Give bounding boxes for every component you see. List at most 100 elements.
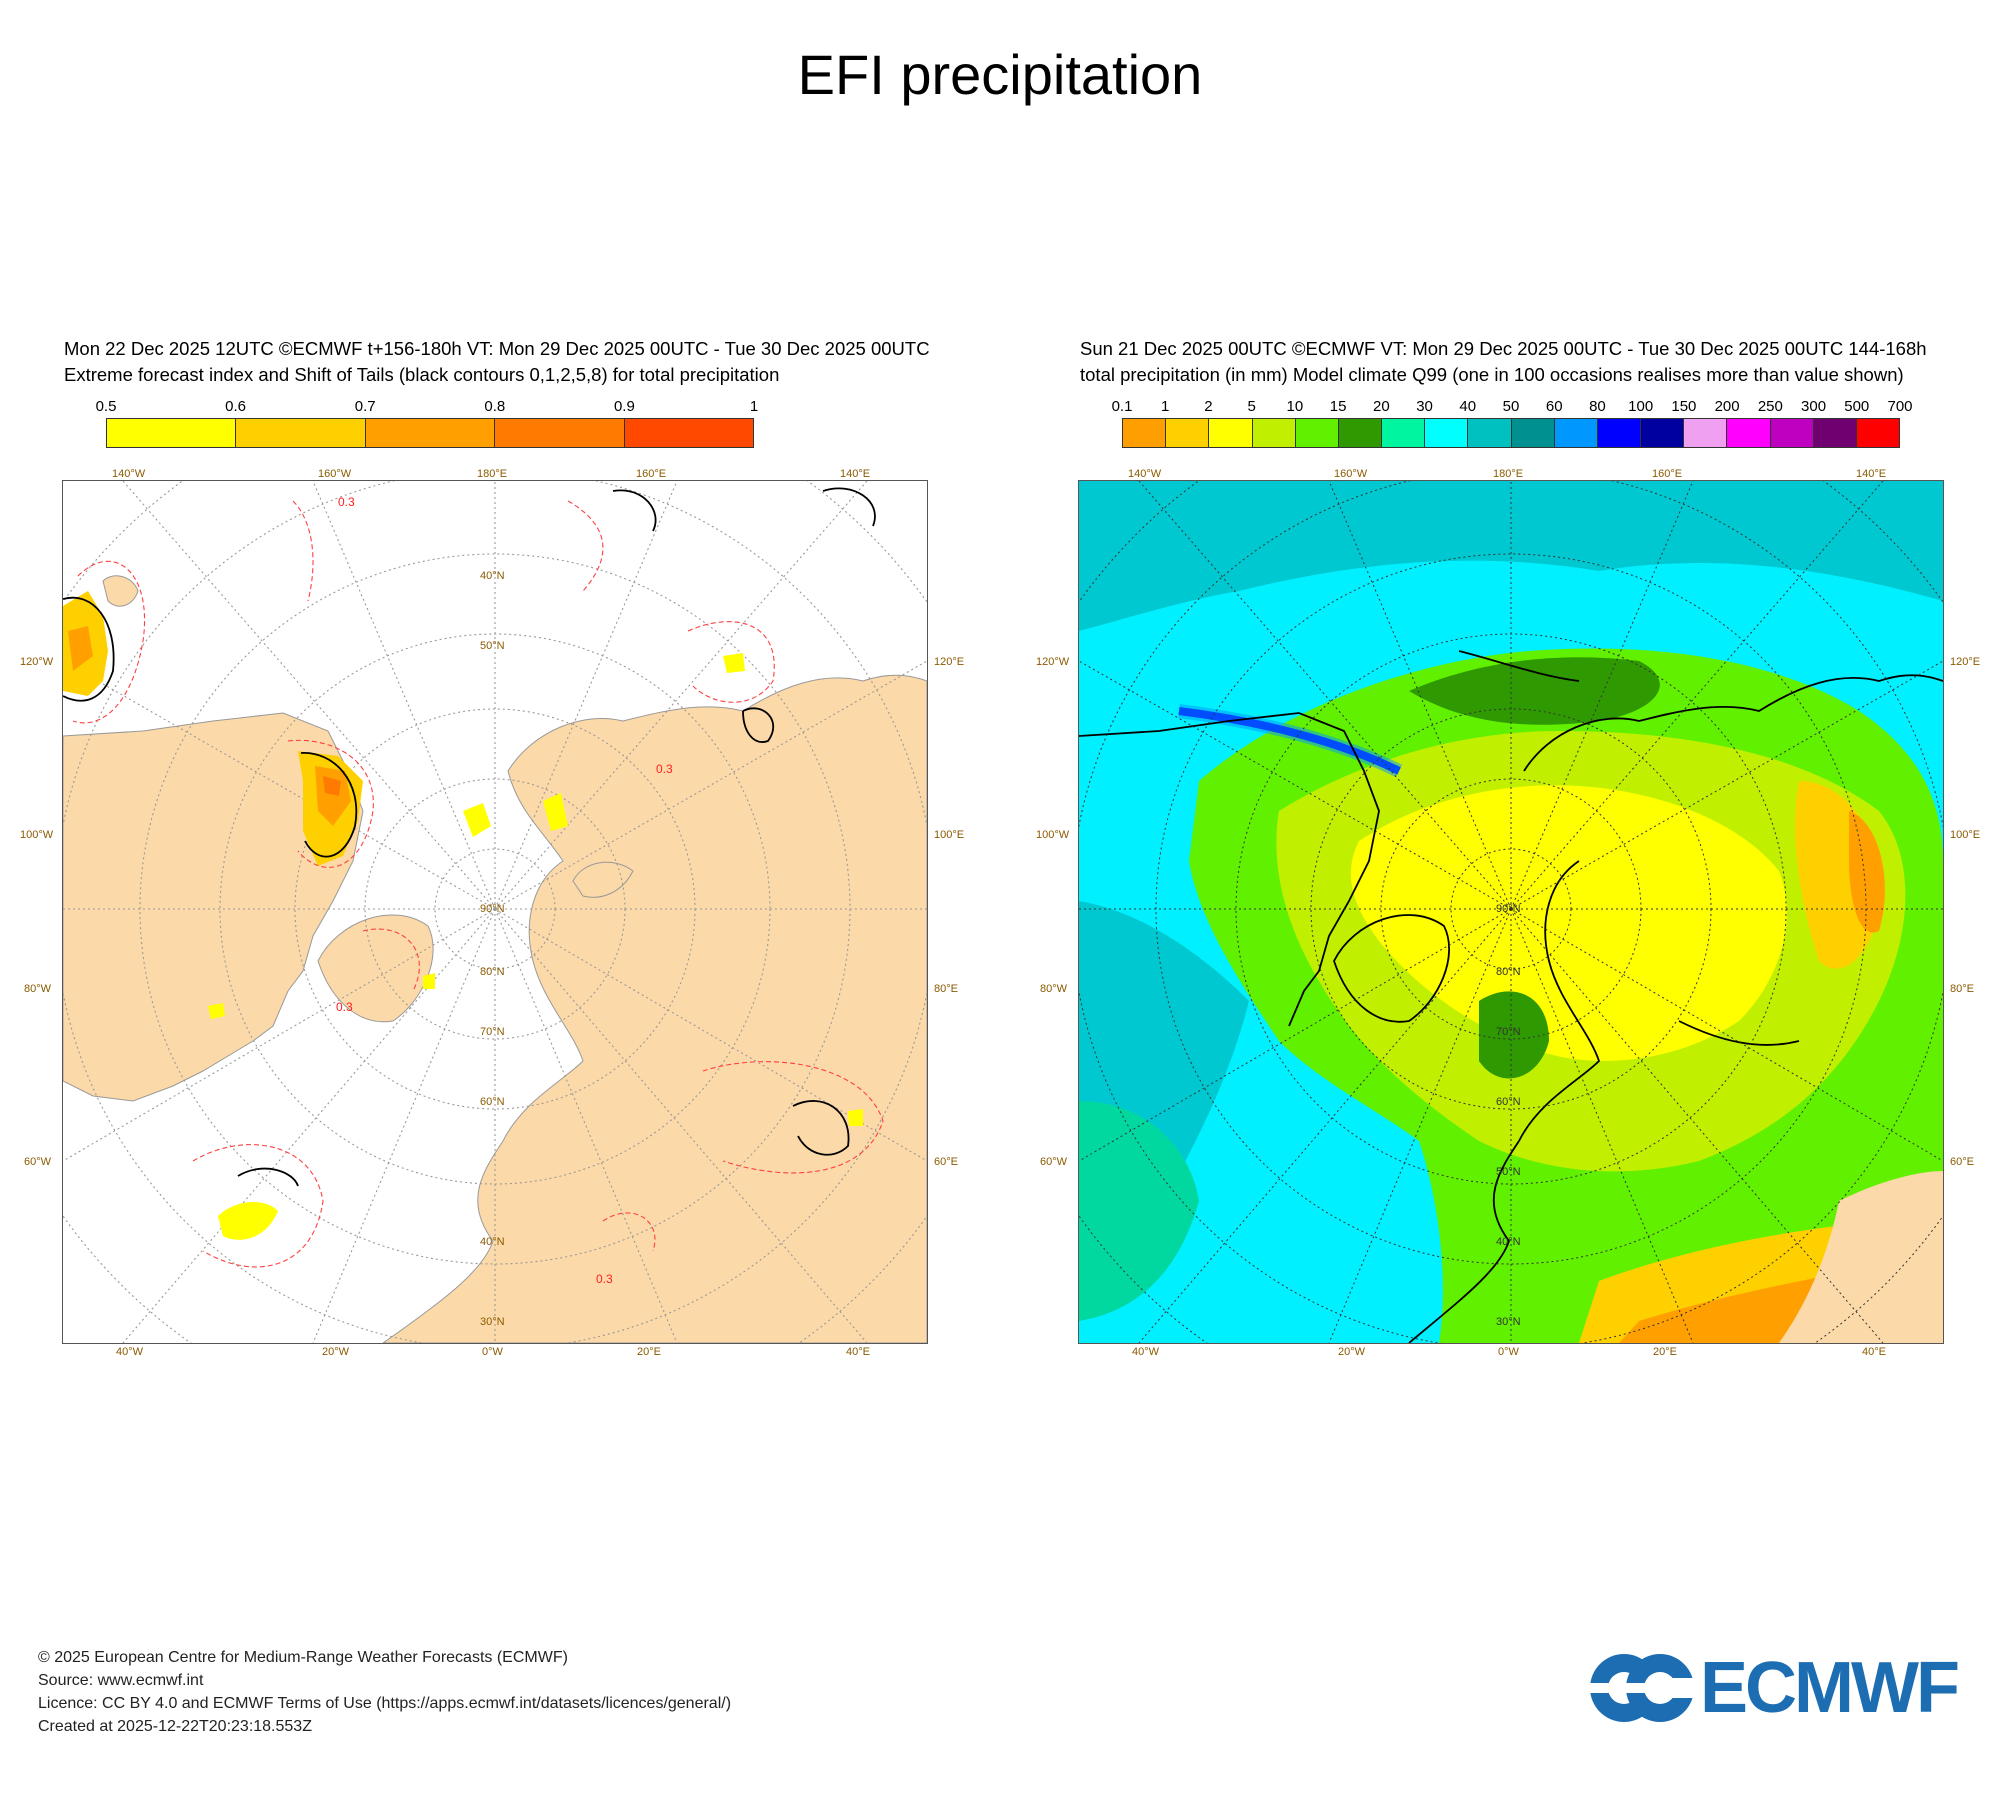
colorbar-tick-label: 1: [1161, 398, 1170, 415]
colorbar-swatch: [1425, 419, 1469, 447]
colorbar-swatch: [1641, 419, 1685, 447]
right-lon-bottom-20e: 20°E: [1653, 1346, 1677, 1358]
colorbar-swatch: [1770, 419, 1814, 447]
left-contour-label: 0.3: [596, 1272, 613, 1286]
right-lat-60n: 60°N: [1496, 1096, 1521, 1108]
left-lat-30n: 30°N: [480, 1316, 505, 1328]
right-lon-left-120w: 120°W: [1036, 656, 1070, 668]
left-lon-top-160e: 160°E: [636, 468, 667, 480]
colorbar-tick-label: 0.1: [1111, 398, 1133, 415]
left-lon-left-60w: 60°W: [24, 1156, 52, 1168]
left-lon-bottom-40e: 40°E: [846, 1346, 870, 1358]
colorbar-swatch: [365, 419, 496, 447]
colorbar-tick-label: 60: [1545, 398, 1563, 415]
right-lat-50n: 50°N: [1496, 1166, 1521, 1178]
colorbar-swatch: [1123, 419, 1167, 447]
colorbar-tick-label: 2: [1204, 398, 1213, 415]
colorbar-swatch: [1856, 419, 1900, 447]
right-precip-shading: [1079, 481, 1943, 1343]
right-lon-bottom-40w: 40°W: [1132, 1346, 1160, 1358]
left-map-svg: [63, 481, 927, 1343]
colorbar-tick-label: 80: [1589, 398, 1606, 415]
colorbar-tick-label: 100: [1628, 398, 1654, 415]
colorbar-tick-label: 40: [1459, 398, 1477, 415]
right-map-svg: [1079, 481, 1943, 1343]
footer-credits: © 2025 European Centre for Medium-Range …: [38, 1646, 731, 1738]
right-lon-top-160e: 160°E: [1652, 468, 1683, 480]
colorbar-swatch: [1209, 419, 1253, 447]
left-lat-50n-top: 50°N: [480, 640, 505, 652]
colorbar-tick-label: 10: [1286, 398, 1304, 415]
colorbar-swatch: [1295, 419, 1339, 447]
right-lon-top-180: 180°E: [1493, 468, 1524, 480]
right-lon-bottom-20w: 20°W: [1338, 1346, 1366, 1358]
left-lon-top-140e: 140°E: [840, 468, 871, 480]
colorbar-tick-label: 0.6: [225, 398, 247, 415]
colorbar-tick-label: 50: [1502, 398, 1520, 415]
left-lat-60n: 60°N: [480, 1096, 505, 1108]
left-lon-left-100w: 100°W: [20, 829, 54, 841]
left-lon-right-80e: 80°E: [934, 983, 958, 995]
colorbar-swatch: [1684, 419, 1728, 447]
left-lon-bottom-20w: 20°W: [322, 1346, 350, 1358]
left-colorbar: [106, 418, 754, 448]
left-lat-40n: 40°N: [480, 1236, 505, 1248]
footer-source: Source: www.ecmwf.int: [38, 1672, 204, 1689]
ecmwf-logo: ECMWF: [1588, 1648, 1964, 1728]
left-panel-header: Mon 22 Dec 2025 12UTC ©ECMWF t+156-180h …: [64, 336, 930, 388]
colorbar-swatch: [1252, 419, 1296, 447]
right-coastlines: [1079, 650, 1943, 1343]
colorbar-swatch: [1382, 419, 1426, 447]
left-contour-label: 0.3: [338, 495, 355, 509]
colorbar-tick-label: 150: [1671, 398, 1697, 415]
colorbar-tick-label: 0.5: [95, 398, 117, 415]
right-header-line1: Sun 21 Dec 2025 00UTC ©ECMWF VT: Mon 29 …: [1080, 338, 1927, 359]
right-lat-40n: 40°N: [1496, 1236, 1521, 1248]
right-lon-left-80w: 80°W: [1040, 983, 1068, 995]
left-lon-right-60e: 60°E: [934, 1156, 958, 1168]
colorbar-tick-label: 250: [1757, 398, 1783, 415]
left-lat-40n-top: 40°N: [480, 570, 505, 582]
colorbar-swatch: [624, 419, 754, 447]
left-land: [63, 575, 927, 1343]
ecmwf-logo-text: ECMWF: [1700, 1648, 1960, 1728]
colorbar-swatch: [1597, 419, 1642, 447]
left-lon-bottom-0: 0°W: [482, 1346, 503, 1358]
right-map-climate: [1078, 480, 1944, 1344]
colorbar-swatch: [1511, 419, 1555, 447]
left-red-contours: [72, 500, 884, 1268]
right-lon-right-100e: 100°E: [1950, 829, 1981, 841]
right-lon-right-60e: 60°E: [1950, 1156, 1974, 1168]
page-title: EFI precipitation: [797, 43, 1203, 106]
colorbar-tick-label: 20: [1372, 398, 1390, 415]
right-header-line2: total precipitation (in mm) Model climat…: [1080, 364, 1904, 385]
colorbar-swatch: [1813, 419, 1857, 447]
left-map-efi: [62, 480, 928, 1344]
left-header-line1: Mon 22 Dec 2025 12UTC ©ECMWF t+156-180h …: [64, 338, 930, 359]
footer-copyright: © 2025 European Centre for Medium-Range …: [38, 1649, 568, 1666]
ecmwf-logo-icon: [1588, 1654, 1700, 1722]
right-lat-90n: 90°N: [1496, 903, 1521, 915]
right-lon-top-140w: 140°W: [1128, 468, 1162, 480]
colorbar-tick-label: 15: [1329, 398, 1347, 415]
right-lon-bottom-0: 0°W: [1498, 1346, 1519, 1358]
left-lon-top-160w: 160°W: [318, 468, 352, 480]
colorbar-swatch: [1554, 419, 1598, 447]
left-header-line2: Extreme forecast index and Shift of Tail…: [64, 364, 780, 385]
colorbar-tick-label: 0.9: [613, 398, 635, 415]
left-lon-bottom-20e: 20°E: [637, 1346, 661, 1358]
left-black-contours: [63, 487, 876, 1187]
right-colorbar-ticks: 0.1 1 2 5 10 15 20 30 40 50 60 80 100 150 200 250 300 500…: [1112, 398, 1913, 418]
right-lon-bottom-40e: 40°E: [1862, 1346, 1886, 1358]
right-lat-30n: 30°N: [1496, 1316, 1521, 1328]
right-lon-left-100w: 100°W: [1036, 829, 1070, 841]
colorbar-tick-label: 1: [749, 398, 759, 415]
colorbar-swatch: [236, 419, 366, 447]
colorbar-tick-label: 0.8: [484, 398, 506, 415]
left-lon-left-120w: 120°W: [20, 656, 54, 668]
colorbar-tick-label: 5: [1247, 398, 1256, 415]
left-lat-80n: 80°N: [480, 966, 505, 978]
colorbar-swatch: [1166, 419, 1210, 447]
left-lon-left-80w: 80°W: [24, 983, 52, 995]
colorbar-tick-label: 30: [1416, 398, 1433, 415]
